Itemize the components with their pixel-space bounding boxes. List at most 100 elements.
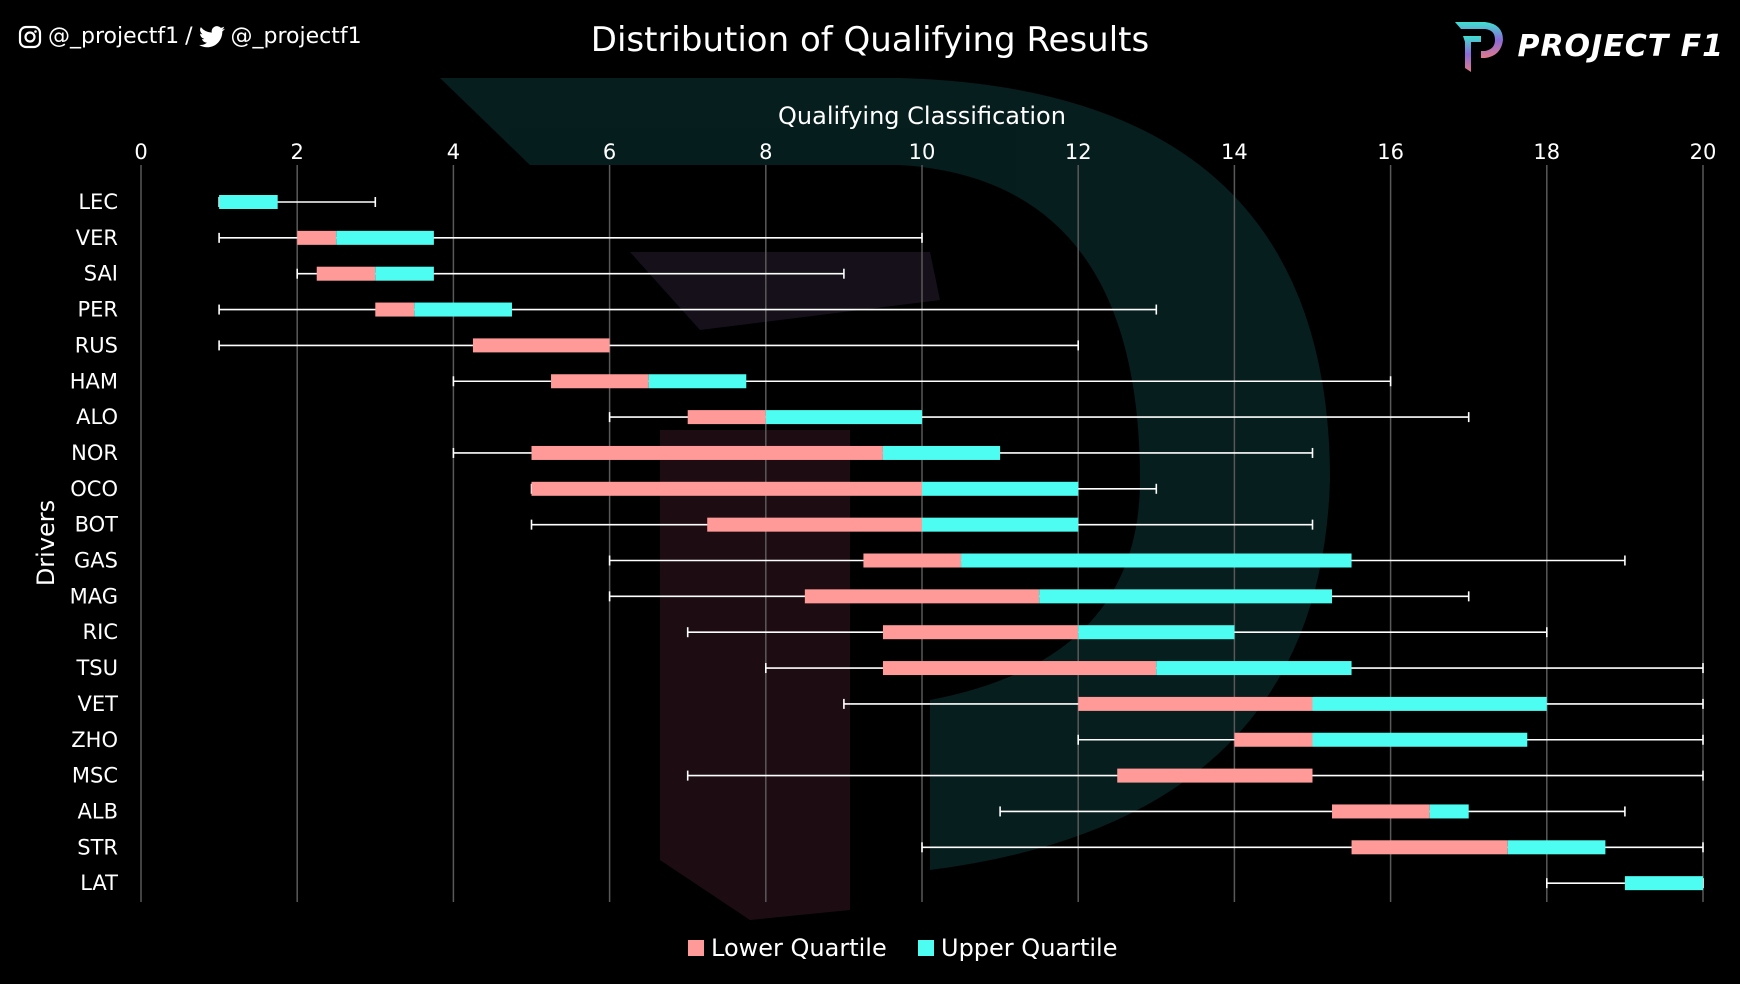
driver-label: VER	[76, 226, 118, 250]
driver-label: MSC	[72, 764, 118, 788]
lower-quartile-box	[1332, 804, 1430, 819]
watermark-logo	[440, 78, 1330, 920]
upper-quartile-box	[922, 517, 1079, 532]
x-tick-label: 10	[909, 140, 936, 164]
driver-row-nor: NOR	[71, 441, 1314, 465]
upper-quartile-box	[1039, 589, 1333, 604]
driver-row-ric: RIC	[83, 620, 1548, 644]
upper-quartile-box	[1078, 625, 1235, 640]
driver-row-bot: BOT	[75, 513, 1314, 537]
driver-label: TSU	[75, 656, 118, 680]
lower-quartile-box	[687, 410, 766, 425]
x-tick-label: 16	[1377, 140, 1404, 164]
driver-label: ALB	[78, 799, 118, 823]
driver-label: LAT	[80, 871, 118, 895]
x-tick-label: 18	[1533, 140, 1560, 164]
lower-quartile-box	[804, 589, 1040, 604]
lower-quartile-box	[1351, 840, 1508, 855]
upper-quartile-box	[882, 445, 1001, 460]
driver-label: PER	[77, 298, 118, 322]
upper-quartile-box	[1312, 732, 1528, 747]
upper-quartile-box	[1624, 876, 1703, 891]
x-tick-label: 12	[1065, 140, 1092, 164]
upper-quartile-box	[1507, 840, 1606, 855]
brand: PROJECT F1	[1451, 18, 1724, 74]
brand-name: PROJECT F1	[1517, 28, 1724, 64]
driver-row-zho: ZHO	[71, 728, 1704, 752]
x-tick-label: 0	[134, 140, 147, 164]
driver-row-tsu: TSU	[75, 656, 1704, 680]
twitter-icon	[198, 25, 225, 47]
twitter-handle: @_projectf1	[230, 24, 362, 49]
legend-swatch-lower	[688, 940, 704, 956]
driver-label: RUS	[75, 333, 118, 357]
driver-row-rus: RUS	[75, 333, 1079, 357]
lower-quartile-box	[882, 625, 1079, 640]
driver-label: SAI	[84, 262, 118, 286]
lower-quartile-box	[1078, 696, 1313, 711]
driver-row-alo: ALO	[76, 405, 1470, 429]
driver-row-alb: ALB	[78, 799, 1626, 823]
instagram-icon	[18, 25, 42, 48]
project-f1-logo	[1455, 22, 1504, 72]
driver-label: HAM	[70, 369, 118, 393]
x-tick-label: 6	[603, 140, 616, 164]
lower-quartile-box	[551, 374, 649, 389]
driver-label: ZHO	[71, 728, 118, 752]
driver-label: STR	[77, 835, 118, 859]
driver-row-vet: VET	[78, 692, 1704, 716]
driver-row-gas: GAS	[74, 549, 1626, 573]
lower-quartile-box	[297, 230, 337, 245]
driver-row-lec: LEC	[78, 190, 377, 214]
x-tick-label: 20	[1690, 140, 1717, 164]
legend-swatch-upper	[918, 940, 934, 956]
upper-quartile-box	[1429, 804, 1469, 819]
upper-quartile-box	[765, 410, 922, 425]
driver-label: GAS	[74, 549, 118, 573]
upper-quartile-box	[922, 481, 1079, 496]
lower-quartile-box	[1234, 732, 1313, 747]
lower-quartile-box	[707, 517, 922, 532]
driver-label: ALO	[76, 405, 118, 429]
upper-quartile-box	[1312, 696, 1547, 711]
x-tick-label: 4	[447, 140, 460, 164]
lower-quartile-box	[531, 445, 883, 460]
instagram-handle: @_projectf1	[48, 24, 180, 49]
driver-row-per: PER	[77, 298, 1158, 322]
driver-row-ham: HAM	[70, 369, 1392, 393]
upper-quartile-box	[336, 230, 434, 245]
social-handles: @_projectf1 / @_projectf1	[18, 24, 362, 49]
lower-quartile-box	[472, 338, 610, 353]
x-axis-title: Qualifying Classification	[778, 102, 1066, 130]
driver-row-sai: SAI	[84, 262, 845, 286]
upper-quartile-box	[219, 195, 278, 209]
driver-label: LEC	[78, 190, 118, 214]
driver-row-oco: OCO	[70, 477, 1158, 501]
y-axis-title: Drivers	[32, 500, 60, 586]
driver-row-ver: VER	[76, 226, 923, 250]
driver-label: BOT	[75, 513, 119, 537]
x-tick-label: 2	[291, 140, 304, 164]
legend: Lower Quartile Upper Quartile	[688, 934, 1117, 962]
driver-label: VET	[78, 692, 119, 716]
upper-quartile-box	[375, 266, 434, 281]
upper-quartile-box	[1156, 661, 1352, 676]
legend-label-lower: Lower Quartile	[711, 934, 887, 962]
driver-label: RIC	[83, 620, 118, 644]
driver-row-msc: MSC	[72, 764, 1704, 788]
upper-quartile-box	[961, 553, 1352, 568]
lower-quartile-box	[863, 553, 962, 568]
driver-label: NOR	[71, 441, 118, 465]
driver-label: OCO	[70, 477, 118, 501]
lower-quartile-box	[882, 661, 1157, 676]
upper-quartile-box	[414, 302, 512, 317]
lower-quartile-box	[375, 302, 415, 317]
upper-quartile-box	[648, 374, 747, 389]
separator: /	[185, 24, 193, 49]
lower-quartile-box	[316, 266, 376, 281]
driver-row-str: STR	[77, 835, 1704, 859]
driver-row-lat: LAT	[80, 871, 1704, 895]
lower-quartile-box	[1117, 768, 1313, 783]
legend-label-upper: Upper Quartile	[941, 934, 1117, 962]
